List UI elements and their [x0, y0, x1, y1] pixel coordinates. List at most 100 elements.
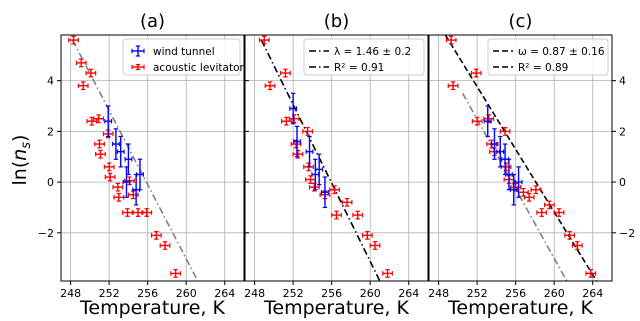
panel-a-red-point-10 — [103, 162, 115, 172]
panel-a-xtick-label-256: 256 — [137, 287, 158, 300]
panel-b-lines — [260, 39, 381, 281]
panel-a-title: (a) — [140, 11, 165, 32]
panel-c-frame — [428, 34, 613, 282]
panel-a-xlabel: Temperature, K — [79, 297, 225, 319]
panel-b-red-point-18 — [369, 241, 381, 250]
panel-b-red-point-8 — [302, 126, 314, 136]
panel-c-xtick-label-260: 260 — [544, 287, 565, 300]
panel-c-xtick-label-256: 256 — [505, 287, 526, 300]
panel-a-blue-point-3 — [116, 135, 125, 168]
panel-a-legend-marker-wind-tunnel — [131, 45, 145, 57]
panel-a-red-point-20 — [159, 241, 171, 250]
panel-a-red-point-18 — [141, 208, 153, 217]
panel-c-legend-entry-omega: ω = 0.87 ± 0.16 — [518, 46, 605, 58]
panel-a-red-point-17 — [132, 208, 144, 217]
panel-a-red-point-4 — [85, 68, 97, 78]
panel-b-title: (b) — [324, 11, 349, 32]
panel-a-legend-entry-wind-tunnel: wind tunnel — [153, 46, 215, 58]
panel-a-legend-marker-1 — [131, 45, 145, 57]
panel-c-red-point-12 — [517, 187, 529, 197]
panel-b-frame — [244, 34, 429, 282]
panel-a-xticks: 248 252 256 260 264 — [60, 281, 235, 300]
panel-b-red-point-16 — [352, 210, 364, 220]
panel-b-red-point-13 — [329, 185, 340, 195]
panel-a-red-point-1 — [68, 35, 79, 45]
panel-a-red-point-7 — [94, 139, 105, 149]
panel-a-ytick-label-3: −2 — [38, 227, 54, 240]
panel-c-red-point-18 — [564, 230, 576, 240]
panel-b-xtick-label-248: 248 — [244, 287, 265, 300]
panel-b-xtick-label-260: 260 — [360, 287, 381, 300]
panel-c-red-point-4 — [471, 116, 483, 126]
panel-a-fit-line-1 — [71, 39, 199, 281]
panel-a-red-point-21 — [170, 268, 182, 278]
panel-c-yticks: 4 2 0 −2 — [612, 75, 635, 240]
panel-c-red-point-1 — [445, 35, 457, 45]
panel-c-ytick-label-3: −2 — [619, 227, 635, 240]
panel-a-xtick-label-264: 264 — [214, 287, 235, 300]
panel-a-red-point-3 — [77, 81, 89, 91]
panel-b-yticks — [245, 80, 249, 234]
panel-c-legend-box — [487, 38, 609, 76]
y-axis-label: ln(ns) — [9, 135, 34, 186]
panel-c-xticks: 248 252 256 260 264 — [428, 281, 603, 300]
panel-c-blue-point-2 — [490, 128, 499, 160]
panel-c-red-point-3 — [470, 68, 482, 78]
panel-a-red-point-13 — [113, 192, 125, 202]
panel-c-red-point-8 — [499, 126, 511, 136]
panel-c-red-point-14 — [530, 185, 542, 195]
panel-b-blue-point-1 — [289, 92, 298, 125]
panel-b-xticks: 248 252 256 260 264 — [244, 281, 419, 300]
panel-a-red-point-11 — [104, 172, 116, 182]
panel-a-red-point-14 — [122, 208, 133, 217]
panel-b-xtick-label-256: 256 — [321, 287, 342, 300]
panel-b-xlabel: Temperature, K — [263, 297, 409, 319]
panel-c-legend-entry-r-squared: R² = 0.89 — [518, 62, 568, 74]
panel-c-red-point-19 — [571, 241, 583, 250]
panel-b: 248 252 256 260 264 (b) Temperature, K λ = 1… — [244, 11, 429, 319]
panel-b-blue-point-5 — [315, 153, 324, 186]
panel-c-xtick-label-264: 264 — [582, 287, 603, 300]
panel-c-red-point-17 — [553, 208, 565, 217]
panel-c-blue-point-1 — [483, 105, 492, 138]
panel-a-legend-marker-acoustic-levitator — [131, 63, 145, 71]
panel-a-red-point-19 — [150, 230, 162, 240]
panel-b-grid — [245, 35, 428, 281]
panel-b-blue-point-3 — [305, 135, 314, 168]
panel-a-ytick-label-0: 4 — [47, 75, 54, 88]
panel-c-title: (c) — [509, 11, 533, 32]
panel-b-legend-entry-lambda: λ = 1.46 ± 0.2 — [334, 46, 411, 58]
panel-a-blue-point-5 — [124, 143, 133, 176]
panel-c-blue-point-6 — [509, 173, 518, 206]
panel-c-xlabel: Temperature, K — [447, 297, 593, 319]
panel-a-xtick-label-252: 252 — [99, 287, 120, 300]
panel-a-red-point-2 — [75, 58, 87, 68]
panel-c-grid — [429, 35, 612, 281]
panel-a-ytick-label-1: 2 — [47, 125, 54, 138]
panel-c-ytick-label-0: 4 — [619, 75, 626, 88]
panel-a-legend-marker-2 — [131, 63, 145, 71]
panel-c: 248 252 256 260 264 4 2 0 −2 (c) Temperature, K… — [428, 11, 635, 319]
panel-b-red-point-19 — [382, 268, 393, 278]
panel-c-legend: ω = 0.87 ± 0.16 R² = 0.89 — [487, 38, 609, 76]
panel-b-red-point-4 — [281, 116, 292, 126]
panel-b-legend-entry-r-squared: R² = 0.91 — [334, 62, 384, 74]
panel-b-xtick-label-252: 252 — [283, 287, 304, 300]
panel-c-xtick-label-248: 248 — [428, 287, 449, 300]
panel-c-blue-point-7 — [514, 166, 523, 198]
panel-b-red-point-17 — [361, 230, 373, 240]
panel-c-blue-point-5 — [504, 158, 513, 191]
panel-a-blue-point-1 — [104, 105, 113, 138]
panel-b-red-point-2 — [264, 81, 276, 91]
panel-a-ytick-label-2: 0 — [47, 176, 54, 189]
panel-c-blue-point-3 — [496, 135, 505, 168]
panel-a-yticks: 4 2 0 −2 — [38, 75, 61, 240]
panel-b-red-point-5 — [288, 114, 300, 124]
panel-b-red-point-14 — [331, 210, 342, 220]
panel-a-xtick-label-248: 248 — [60, 287, 81, 300]
panel-c-fit-line-1 — [444, 35, 598, 281]
panel-c-red-point-13 — [523, 192, 535, 202]
panel-a: 248 252 256 260 264 4 2 0 −2 (a) Temperature, K… — [38, 11, 245, 319]
panel-a-red-point-12 — [112, 182, 124, 192]
